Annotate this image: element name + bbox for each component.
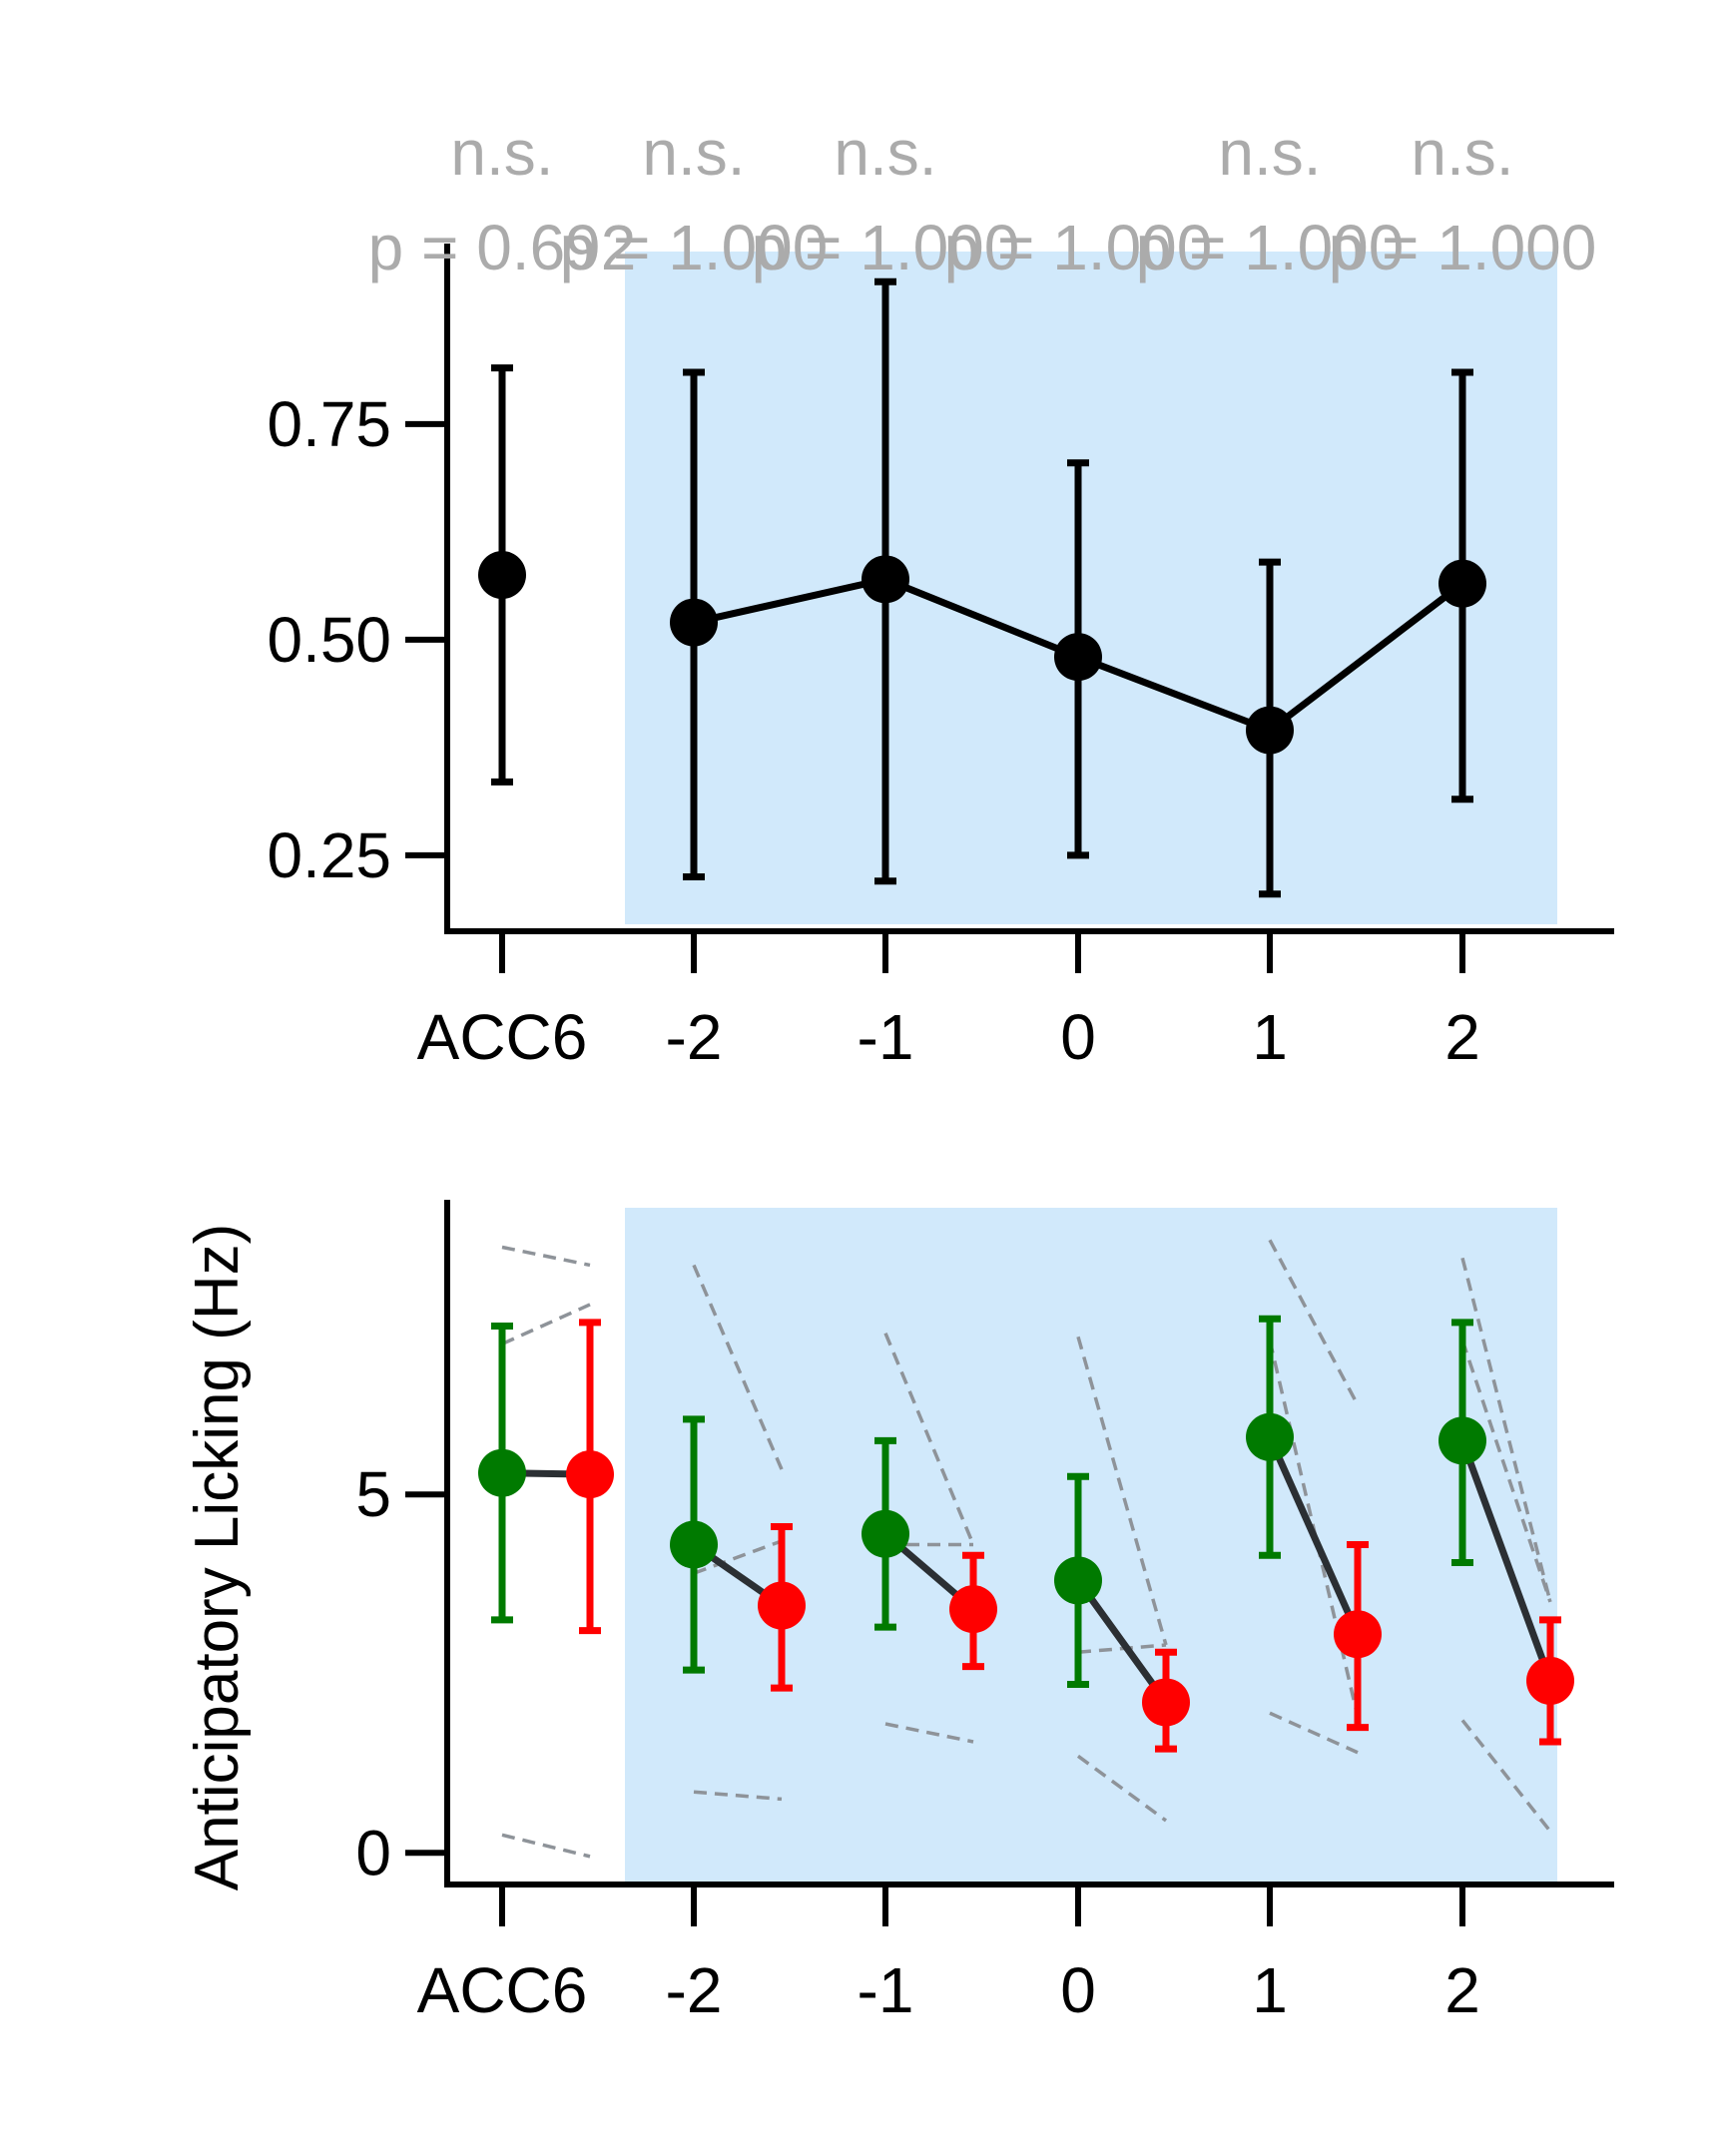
subject-line bbox=[501, 1833, 591, 1859]
y-tick-label: 5 bbox=[355, 1458, 391, 1530]
x-tick-label: 1 bbox=[1252, 1001, 1288, 1073]
green-point bbox=[478, 1448, 526, 1497]
mean-point bbox=[1246, 706, 1294, 755]
significance-label: n.s. bbox=[450, 117, 553, 189]
p-value-label: p = 1.000 bbox=[752, 212, 1020, 283]
significance-label: n.s. bbox=[642, 117, 745, 189]
x-tick-label: -1 bbox=[858, 1954, 914, 2026]
x-tick-label: ACC6 bbox=[417, 1954, 588, 2026]
p-value-label: p = 1.000 bbox=[944, 212, 1213, 283]
green-point bbox=[1438, 1416, 1486, 1465]
y-tick-label: 0.25 bbox=[267, 819, 391, 891]
green-point bbox=[1246, 1412, 1294, 1461]
subject-line bbox=[1077, 1643, 1167, 1654]
green-point bbox=[862, 1509, 909, 1558]
subject-line bbox=[1268, 1239, 1360, 1406]
red-point bbox=[1142, 1678, 1190, 1727]
y-tick-label: 0 bbox=[355, 1817, 391, 1888]
green-point bbox=[1054, 1556, 1102, 1605]
subject-line bbox=[693, 1539, 783, 1575]
subject-line bbox=[501, 1303, 591, 1347]
subject-line bbox=[883, 1332, 975, 1546]
x-tick-label: 0 bbox=[1060, 1954, 1096, 2026]
paired-line bbox=[1458, 1439, 1554, 1683]
mean-point bbox=[862, 555, 909, 604]
subject-line bbox=[1460, 1719, 1552, 1833]
subject-line bbox=[693, 1790, 783, 1802]
red-point bbox=[566, 1450, 614, 1499]
significance-label: n.s. bbox=[1218, 117, 1321, 189]
p-value-label: p = 0.692 bbox=[368, 212, 637, 283]
x-tick-label: 0 bbox=[1060, 1001, 1096, 1073]
subject-line bbox=[1460, 1340, 1552, 1603]
shaded-region bbox=[625, 252, 1557, 924]
red-point bbox=[758, 1581, 806, 1630]
mean-point bbox=[670, 598, 718, 647]
paired-line bbox=[1075, 1578, 1169, 1705]
y-tick-label: 0.50 bbox=[267, 604, 391, 676]
significance-label: n.s. bbox=[834, 117, 936, 189]
subject-line bbox=[884, 1722, 974, 1744]
x-tick-label: -1 bbox=[858, 1001, 914, 1073]
subject-line bbox=[1076, 1336, 1168, 1646]
subject-line bbox=[1076, 1754, 1168, 1823]
y-axis-label: Anticipatory Licking (Hz) bbox=[183, 1224, 252, 1890]
x-tick-label: ACC6 bbox=[417, 1001, 588, 1073]
p-value-label: p = 1.000 bbox=[1329, 212, 1597, 283]
x-tick-label: 1 bbox=[1252, 1954, 1288, 2026]
y-tick-label: 0.75 bbox=[267, 388, 391, 460]
red-point bbox=[949, 1585, 997, 1634]
x-tick-label: 2 bbox=[1444, 1954, 1480, 2026]
green-point bbox=[670, 1520, 718, 1569]
top-panel: 0.25 0.50 0.75 ACC6 -2 -1 0 1 2 bbox=[267, 244, 1614, 1073]
subject-line bbox=[501, 1245, 591, 1268]
subject-line bbox=[1269, 1711, 1359, 1755]
subject-line bbox=[1460, 1257, 1552, 1603]
shaded-region bbox=[625, 1208, 1557, 1882]
red-point bbox=[1526, 1656, 1574, 1705]
x-tick-label: -2 bbox=[666, 1954, 723, 2026]
p-value-label: p = 1.000 bbox=[560, 212, 829, 283]
paired-line bbox=[1266, 1435, 1362, 1636]
red-point bbox=[1334, 1610, 1382, 1659]
mean-point bbox=[478, 551, 526, 600]
subject-line bbox=[692, 1264, 784, 1470]
x-tick-label: -2 bbox=[666, 1001, 723, 1073]
x-tick-label: 2 bbox=[1444, 1001, 1480, 1073]
bottom-panel: 0 5 ACC6 -2 -1 0 1 2 bbox=[355, 1200, 1614, 2026]
mean-point bbox=[1054, 633, 1102, 682]
p-value-label: p = 1.000 bbox=[1136, 212, 1405, 283]
significance-label: n.s. bbox=[1411, 117, 1513, 189]
mean-point bbox=[1438, 559, 1486, 608]
